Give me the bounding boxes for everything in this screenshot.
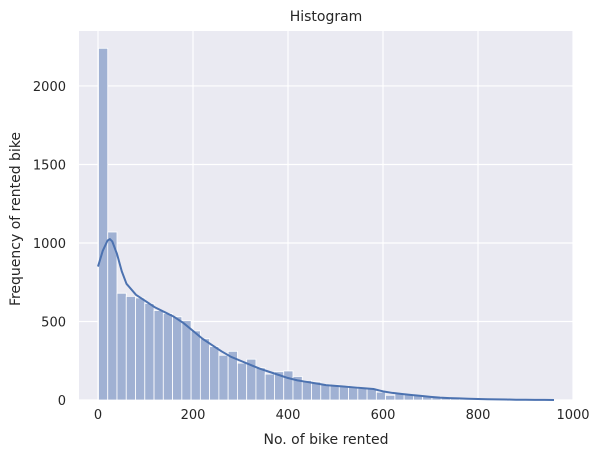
histogram-bar [209, 346, 220, 401]
histogram-bar [237, 362, 248, 401]
histogram-bar [162, 313, 173, 401]
histogram-bar [264, 373, 275, 401]
histogram-bar [338, 385, 349, 401]
histogram-bar [385, 394, 396, 401]
y-axis-label: Frequency of rented bike [8, 132, 24, 306]
histogram-bar [255, 367, 266, 401]
histogram-bar [329, 384, 340, 401]
y-tick-label: 1000 [33, 237, 66, 252]
chart-title: Histogram [290, 9, 363, 25]
histogram-bar [375, 391, 387, 401]
kde-curve [97, 238, 555, 401]
x-axis-label: No. of bike rented [263, 432, 388, 448]
x-tick-label: 1000 [556, 408, 589, 423]
x-tick-label: 200 [181, 408, 206, 423]
x-tick-label: 0 [94, 408, 102, 423]
y-tick-label: 0 [58, 394, 66, 409]
histogram-bar [357, 387, 368, 401]
x-tick-labels: 0 200 400 600 800 1000 [94, 408, 590, 423]
histogram-bar [172, 316, 183, 401]
histogram-bar [116, 292, 127, 401]
histogram-bar [366, 388, 377, 401]
histogram-bar [107, 231, 118, 401]
y-tick-labels: 0 500 1000 1500 2000 [33, 80, 66, 409]
histogram-bar [98, 47, 109, 401]
histogram-bar [320, 383, 331, 401]
x-tick-label: 400 [276, 408, 301, 423]
histogram-bar [135, 297, 146, 401]
histogram-bar [190, 330, 201, 401]
histogram-bars [98, 47, 553, 401]
histogram-bar [144, 303, 155, 401]
histogram-bar [218, 354, 229, 401]
y-tick-label: 500 [41, 315, 66, 330]
histogram-bar [348, 386, 359, 401]
histogram-bar [283, 370, 294, 401]
histogram-bar [125, 295, 136, 401]
x-tick-label: 600 [371, 408, 396, 423]
y-tick-label: 2000 [33, 80, 66, 95]
histogram-bar [181, 320, 192, 401]
histogram-bar [199, 338, 211, 401]
y-tick-label: 1500 [33, 158, 66, 173]
x-tick-label: 800 [466, 408, 491, 423]
histogram-bar [153, 310, 164, 401]
